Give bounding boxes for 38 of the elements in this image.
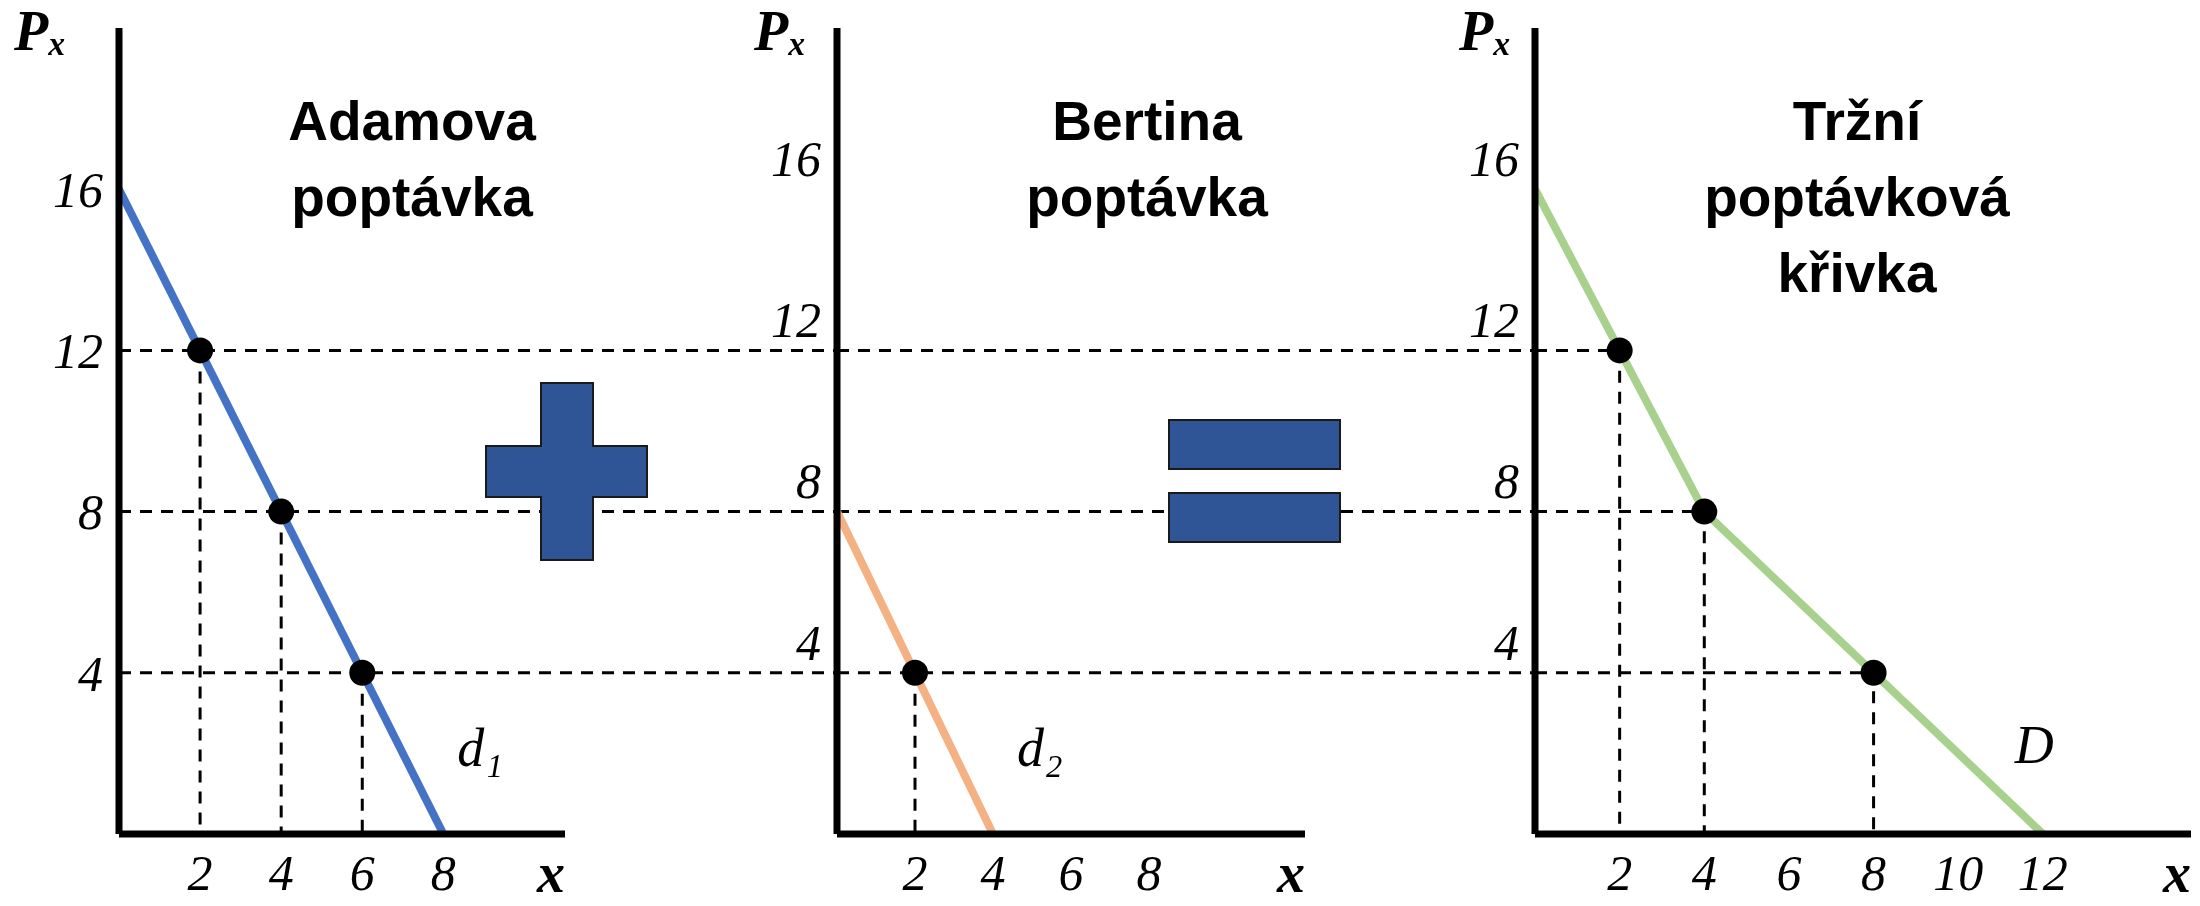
- y-tick-label: 16: [53, 161, 103, 218]
- y-tick-label: 4: [796, 614, 821, 671]
- x-tick-label: 8: [1136, 844, 1162, 901]
- text: Tržní poptávková křivka: [1703, 89, 2011, 306]
- series-label: d₁: [457, 718, 504, 778]
- y-tick-label: 12: [771, 292, 821, 349]
- x-axis-title: x: [535, 842, 565, 904]
- x-tick-label: 12: [2017, 844, 2068, 901]
- y-tick-label: 8: [1494, 453, 1519, 510]
- y-tick-label: 8: [796, 453, 821, 510]
- y-tick-label: 16: [771, 130, 821, 187]
- y-axis-title: Pₓ: [14, 0, 68, 62]
- x-tick-label: 4: [980, 844, 1006, 901]
- x-tick-label: 10: [1933, 844, 1984, 901]
- y-tick-label: 8: [78, 484, 103, 541]
- x-tick-label: 6: [349, 844, 375, 901]
- x-axis-title: x: [2161, 842, 2191, 904]
- x-tick-label: 2: [1607, 844, 1633, 901]
- y-axis-title: Pₓ: [754, 0, 808, 62]
- y-tick-label: 12: [1469, 292, 1519, 349]
- text: Bertina poptávka: [1025, 89, 1270, 230]
- x-tick-label: 6: [1058, 844, 1084, 901]
- y-tick-label: 4: [1494, 614, 1519, 671]
- series-label: d₂: [1017, 718, 1063, 778]
- x-axis-title: x: [1275, 842, 1305, 904]
- x-tick-label: 4: [1691, 844, 1717, 901]
- y-axis-title: Pₓ: [1459, 0, 1513, 62]
- x-tick-label: 4: [268, 844, 294, 901]
- series-label: D: [2013, 715, 2054, 775]
- x-tick-label: 2: [902, 844, 928, 901]
- y-tick-label: 16: [1469, 130, 1519, 187]
- x-tick-label: 2: [187, 844, 213, 901]
- x-tick-label: 8: [430, 844, 456, 901]
- y-tick-label: 4: [78, 645, 103, 702]
- x-tick-label: 6: [1776, 844, 1802, 901]
- x-tick-label: 8: [1861, 844, 1887, 901]
- y-tick-label: 12: [53, 323, 103, 380]
- text: Adamova poptávka: [287, 89, 538, 230]
